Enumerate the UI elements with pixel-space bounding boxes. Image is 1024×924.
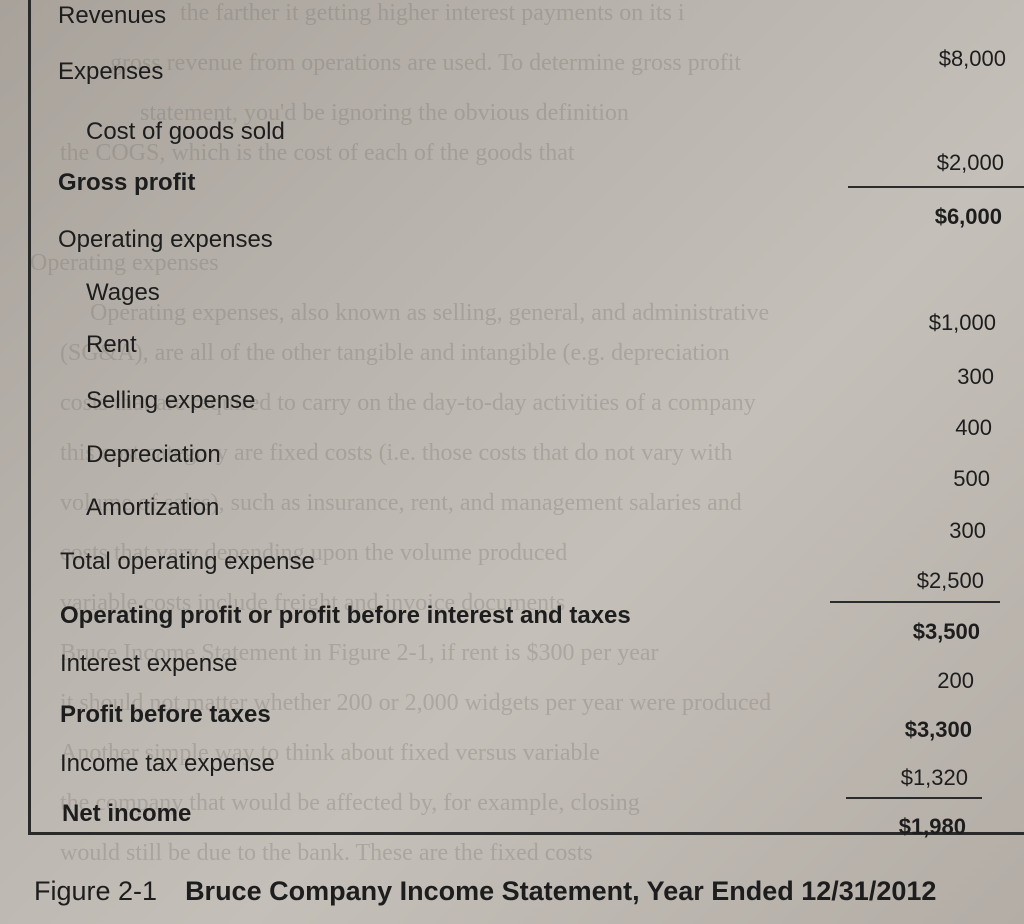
figure-title: Bruce Company Income Statement, Year End… [185,876,937,906]
value-depreciation: 500 [953,466,990,491]
figure-caption: Figure 2-1 Bruce Company Income Statement… [34,876,936,907]
value-profit-before-taxes: $3,300 [904,717,972,742]
label-gross-profit: Gross profit [58,169,196,196]
label-net-income: Net income [62,800,192,827]
figure-number: Figure 2-1 [34,876,158,906]
label-operating-expenses: Operating expenses [58,226,273,253]
value-interest-expense: 200 [937,668,974,693]
label-depreciation: Depreciation [86,441,221,468]
label-wages: Wages [86,279,160,306]
value-cost-of-goods-sold: $2,000 [936,150,1004,175]
label-profit-before-taxes: Profit before taxes [60,701,271,728]
value-wages: $1,000 [928,310,996,335]
value-rent: 300 [957,364,994,389]
label-expenses: Expenses [58,58,164,85]
label-cost-of-goods-sold: Cost of goods sold [86,118,285,145]
rule-cogs [848,186,1024,188]
value-gross-profit: $6,000 [934,204,1002,229]
value-amortization: 300 [949,518,986,543]
value-net-income: $1,980 [898,814,966,839]
label-operating-profit: Operating profit or profit before intere… [60,602,631,629]
label-rent: Rent [86,331,137,358]
value-total-operating-expense: $2,500 [916,568,984,593]
value-revenues: $8,000 [938,46,1006,71]
statement-frame [28,0,1024,835]
value-operating-profit: $3,500 [912,619,980,644]
label-revenues: Revenues [58,2,167,29]
value-income-tax-expense: $1,320 [900,765,968,790]
value-selling-expense: 400 [955,415,992,440]
label-selling-expense: Selling expense [86,387,256,414]
label-amortization: Amortization [86,494,220,521]
rule-income-tax [846,797,982,799]
rule-total-operating [830,601,1000,603]
label-interest-expense: Interest expense [60,650,238,677]
label-total-operating-expense: Total operating expense [60,548,315,575]
label-income-tax-expense: Income tax expense [60,750,275,777]
